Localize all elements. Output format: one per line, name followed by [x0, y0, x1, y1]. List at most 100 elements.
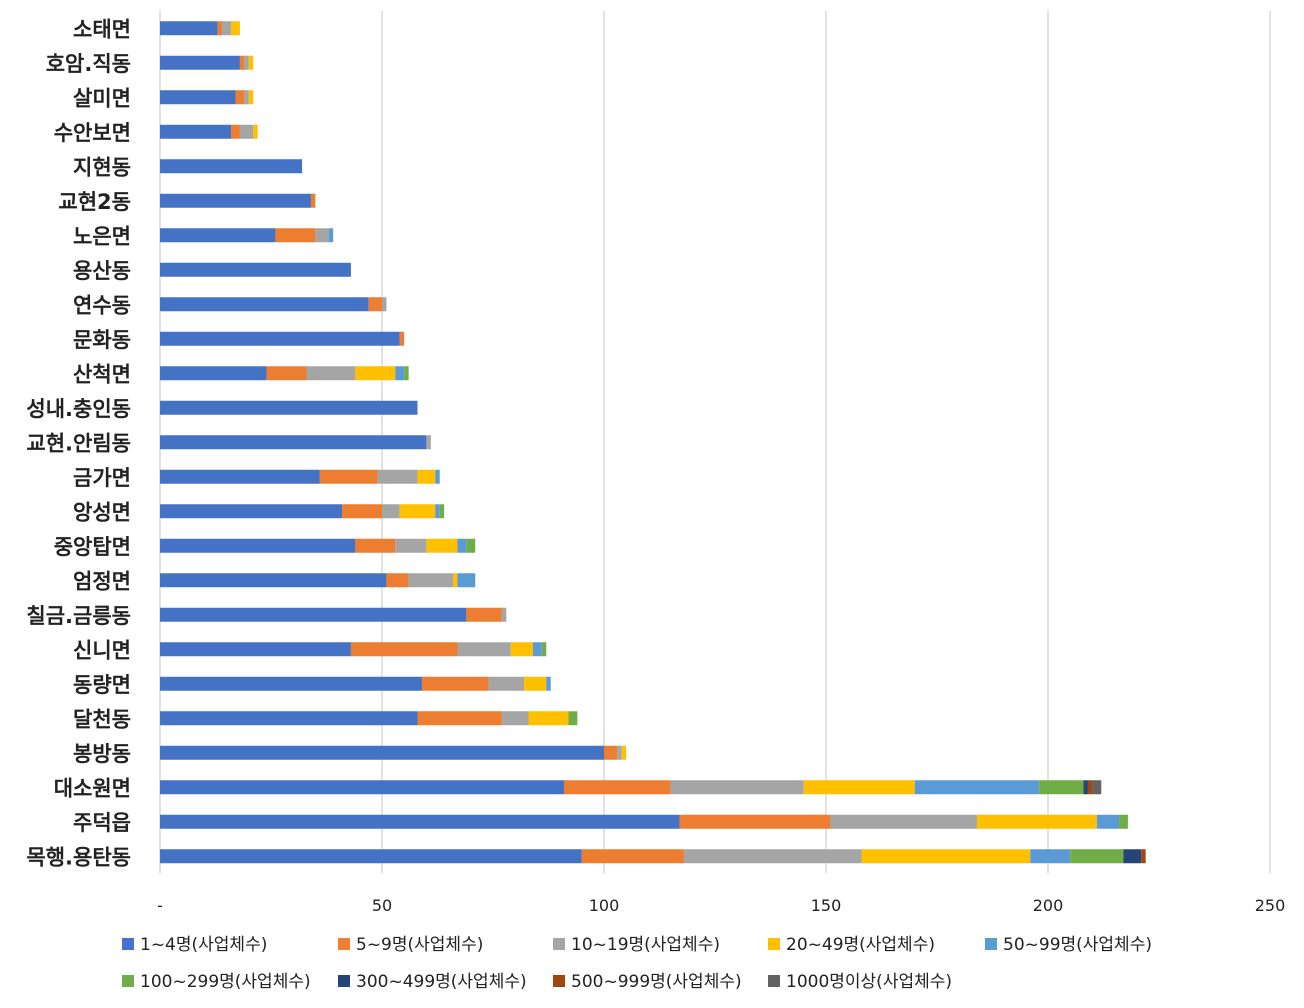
bar-segment	[621, 745, 627, 760]
bar-segment	[235, 90, 245, 105]
category-label: 살미면	[73, 86, 131, 110]
legend-label: 20~49명(사업체수)	[786, 935, 935, 955]
legend-swatch	[768, 938, 780, 950]
legend-label: 50~99명(사업체수)	[1003, 935, 1152, 955]
bar-segment	[439, 504, 445, 519]
bar-segment	[457, 573, 476, 588]
bar-segment	[377, 469, 418, 484]
bar-segment	[248, 90, 254, 105]
category-label: 봉방동	[73, 742, 131, 766]
bar-segment	[408, 573, 454, 588]
bar-segment	[160, 780, 565, 795]
bar-segment	[160, 366, 267, 381]
bar-segment	[160, 711, 418, 726]
category-label: 지현동	[73, 155, 131, 179]
bar-segment	[239, 124, 254, 139]
bar-segment	[976, 814, 1097, 829]
bar-segment	[457, 538, 467, 553]
bar-segment	[1141, 849, 1146, 864]
bar-segment	[222, 21, 232, 36]
bar-segment	[306, 366, 356, 381]
x-tick-label: 200	[1033, 896, 1064, 915]
category-label: 노은면	[73, 224, 131, 248]
bar-segment	[160, 745, 604, 760]
bar-segment	[342, 504, 382, 519]
bar-segment	[1030, 849, 1071, 864]
bar-segment	[803, 780, 915, 795]
bar-segment	[160, 400, 418, 415]
legend-swatch	[122, 975, 134, 987]
bar-segment	[564, 780, 671, 795]
bar-segment	[160, 124, 232, 139]
bar-segment	[426, 538, 458, 553]
bar-segment	[1119, 814, 1128, 829]
bar-segment	[683, 849, 862, 864]
bar-segment	[231, 124, 240, 139]
bar-segment	[1083, 780, 1088, 795]
bar-segment	[1096, 814, 1120, 829]
category-label: 용산동	[73, 259, 131, 283]
bar-segment	[160, 55, 240, 70]
category-label: 주덕읍	[73, 811, 131, 835]
bar-segment	[1087, 780, 1093, 795]
x-tick-label: 100	[589, 896, 620, 915]
legend-label: 10~19명(사업체수)	[571, 935, 720, 955]
bar-segment	[524, 676, 547, 691]
bar-segment	[160, 573, 387, 588]
category-label: 앙성면	[73, 500, 131, 524]
x-tick-label: 50	[372, 896, 392, 915]
bar-segment	[160, 814, 680, 829]
bar-segment	[160, 607, 467, 622]
bar-segment	[160, 504, 343, 519]
legend-label: 5~9명(사업체수)	[356, 935, 483, 955]
bar-segment	[253, 124, 258, 139]
bar-segment	[160, 90, 236, 105]
bar-segment	[382, 297, 387, 312]
legend-swatch	[338, 938, 350, 950]
bar-segment	[160, 297, 369, 312]
bar-segment	[528, 711, 569, 726]
bar-segment	[160, 193, 311, 208]
legend-swatch	[768, 975, 780, 987]
bar-segment	[404, 366, 409, 381]
bar-segment	[453, 573, 458, 588]
bar-segment	[488, 676, 525, 691]
bar-segment	[395, 538, 427, 553]
category-label: 소태면	[73, 17, 131, 41]
bar-segment	[546, 676, 551, 691]
category-label: 달천동	[73, 707, 131, 731]
legend-label: 300~499명(사업체수)	[356, 972, 527, 992]
bar-segment	[1092, 780, 1102, 795]
category-label: 목행.용탄동	[26, 845, 131, 869]
bar-segment	[1123, 849, 1142, 864]
bar-segment	[617, 745, 622, 760]
bar-segment	[861, 849, 1031, 864]
bar-segment	[501, 711, 529, 726]
bar-segment	[421, 676, 489, 691]
category-label: 수안보면	[54, 121, 131, 145]
x-tick-label: 150	[811, 896, 842, 915]
category-label: 엄정면	[73, 569, 131, 593]
bar-segment	[399, 331, 405, 346]
bar-segment	[395, 366, 405, 381]
bar-segment	[1039, 780, 1084, 795]
bar-segment	[217, 21, 223, 36]
bar-segment	[501, 607, 507, 622]
bar-segment	[581, 849, 684, 864]
legend-label: 1000명이상(사업체수)	[786, 972, 952, 992]
category-label: 문화동	[73, 328, 131, 352]
bar-segment	[160, 642, 351, 657]
bar-segment	[239, 55, 245, 70]
bar-segment	[399, 504, 436, 519]
bar-segment	[160, 469, 320, 484]
bar-segment	[160, 228, 276, 243]
x-tick-label: -	[157, 896, 163, 915]
bar-segment	[350, 642, 458, 657]
bar-segment	[244, 55, 249, 70]
bar-segment	[382, 504, 400, 519]
bar-segment	[160, 331, 400, 346]
legend-swatch	[553, 975, 565, 987]
bar-segment	[435, 504, 440, 519]
